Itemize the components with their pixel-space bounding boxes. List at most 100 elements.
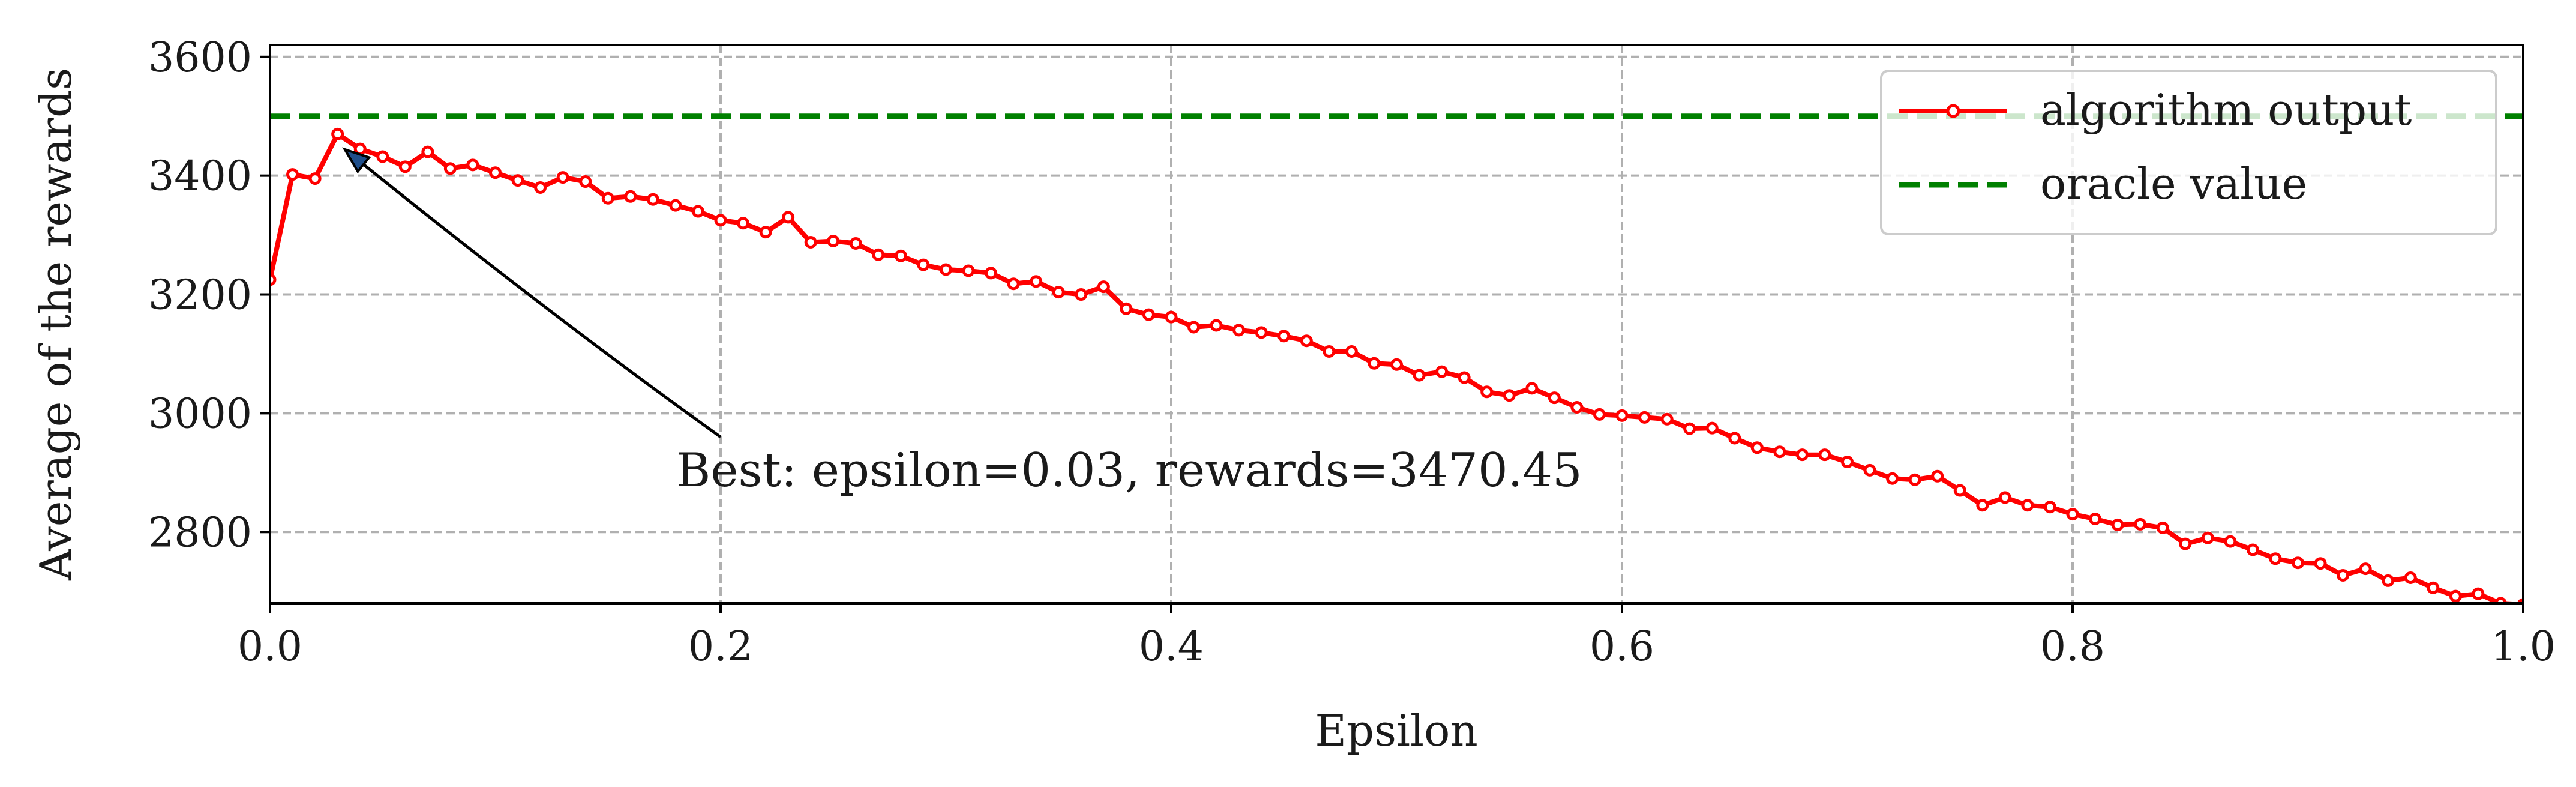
data-point bbox=[1165, 310, 1178, 324]
data-point bbox=[2156, 521, 2169, 534]
x-tick-label: 0.4 bbox=[1139, 623, 1204, 671]
data-point bbox=[759, 226, 772, 239]
x-tick-label: 0.2 bbox=[688, 623, 753, 671]
data-point bbox=[1795, 448, 1809, 462]
x-tick-label: 1.0 bbox=[2491, 623, 2556, 671]
data-point bbox=[827, 234, 840, 247]
data-point bbox=[1097, 280, 1110, 294]
data-point bbox=[1277, 330, 1291, 343]
data-point bbox=[2134, 517, 2147, 531]
data-point bbox=[601, 191, 614, 205]
data-point bbox=[1435, 365, 1449, 378]
data-point bbox=[308, 172, 322, 185]
data-point bbox=[1007, 277, 1020, 291]
data-point bbox=[917, 258, 930, 271]
annotation-text: Best: epsilon=0.03, rewards=3470.45 bbox=[676, 444, 1582, 498]
data-point bbox=[2066, 508, 2079, 521]
data-point bbox=[872, 248, 885, 261]
data-point bbox=[1232, 324, 1246, 337]
data-point bbox=[1863, 463, 1876, 477]
data-point bbox=[1908, 473, 1921, 486]
data-point bbox=[489, 166, 502, 179]
x-axis-label: Epsilon bbox=[1315, 705, 1477, 756]
data-point bbox=[1976, 499, 1989, 512]
data-point bbox=[331, 127, 344, 140]
data-point bbox=[849, 237, 862, 250]
legend-label-algorithm: algorithm output bbox=[2040, 85, 2412, 135]
y-tick-label: 3400 bbox=[148, 153, 252, 201]
data-point bbox=[2246, 543, 2259, 556]
data-point bbox=[669, 199, 682, 212]
data-point bbox=[534, 181, 547, 194]
data-point bbox=[2337, 569, 2350, 582]
data-point bbox=[556, 171, 569, 184]
data-point bbox=[398, 160, 412, 173]
data-point bbox=[1841, 456, 1854, 469]
plot-frame bbox=[269, 44, 2524, 605]
annotation-arrow bbox=[344, 148, 722, 439]
y-tick-label: 3600 bbox=[148, 34, 252, 82]
data-point bbox=[1728, 432, 1741, 445]
data-point bbox=[1750, 441, 1764, 454]
data-point bbox=[286, 168, 299, 181]
data-point bbox=[1142, 308, 1155, 321]
data-point bbox=[2427, 581, 2440, 594]
data-point bbox=[2201, 531, 2214, 544]
legend: algorithm output oracle value bbox=[1880, 70, 2497, 235]
data-point bbox=[2269, 552, 2282, 565]
data-point bbox=[1052, 286, 1065, 299]
y-axis-ticks: 2800 3000 3200 3400 3600 bbox=[148, 34, 270, 556]
data-point bbox=[1480, 385, 1494, 399]
data-point bbox=[421, 145, 434, 158]
data-point bbox=[1503, 389, 1516, 402]
data-point bbox=[782, 211, 795, 224]
data-point bbox=[1773, 445, 1786, 459]
y-tick-label: 3200 bbox=[148, 272, 252, 319]
data-point bbox=[2404, 571, 2417, 584]
data-point bbox=[579, 175, 592, 188]
data-point bbox=[2111, 518, 2124, 531]
data-point bbox=[1931, 469, 1944, 483]
x-tick-label: 0.0 bbox=[238, 623, 302, 671]
data-point bbox=[1187, 321, 1201, 334]
data-point bbox=[1818, 448, 1831, 462]
data-point bbox=[1593, 408, 1606, 421]
data-point bbox=[466, 158, 479, 172]
legend-marker-algorithm bbox=[1946, 104, 1960, 118]
data-point bbox=[1120, 302, 1133, 315]
data-point bbox=[691, 205, 704, 218]
data-point bbox=[1345, 345, 1358, 358]
data-point bbox=[1300, 334, 1313, 348]
data-point bbox=[1030, 275, 1043, 288]
data-point bbox=[511, 174, 524, 187]
data-point bbox=[1570, 401, 1584, 414]
data-point bbox=[2382, 574, 2395, 587]
data-point bbox=[376, 150, 389, 163]
algorithm-series bbox=[270, 127, 2523, 603]
annotation-arrowhead bbox=[342, 147, 371, 174]
data-point bbox=[962, 264, 975, 277]
data-point bbox=[2314, 557, 2327, 570]
data-point bbox=[1255, 326, 1268, 339]
data-point bbox=[940, 263, 952, 276]
data-point bbox=[894, 249, 907, 262]
legend-box bbox=[1880, 70, 2497, 235]
data-point bbox=[1886, 472, 1899, 485]
x-tick-label: 0.8 bbox=[2040, 623, 2105, 671]
data-point bbox=[2021, 499, 2034, 512]
y-tick-label: 2800 bbox=[148, 509, 252, 556]
data-point bbox=[2292, 556, 2304, 570]
data-point bbox=[1390, 358, 1403, 371]
data-point bbox=[737, 217, 750, 230]
data-point bbox=[2449, 589, 2462, 603]
data-point bbox=[1615, 409, 1629, 422]
data-point bbox=[1368, 357, 1381, 370]
data-point bbox=[1953, 484, 1966, 497]
annotation: Best: epsilon=0.03, rewards=3470.45 bbox=[342, 147, 1582, 498]
data-point bbox=[1210, 319, 1223, 332]
data-point bbox=[2179, 537, 2192, 550]
x-tick-label: 0.6 bbox=[1590, 623, 1654, 671]
data-point bbox=[1458, 371, 1471, 384]
data-point bbox=[1548, 391, 1561, 405]
